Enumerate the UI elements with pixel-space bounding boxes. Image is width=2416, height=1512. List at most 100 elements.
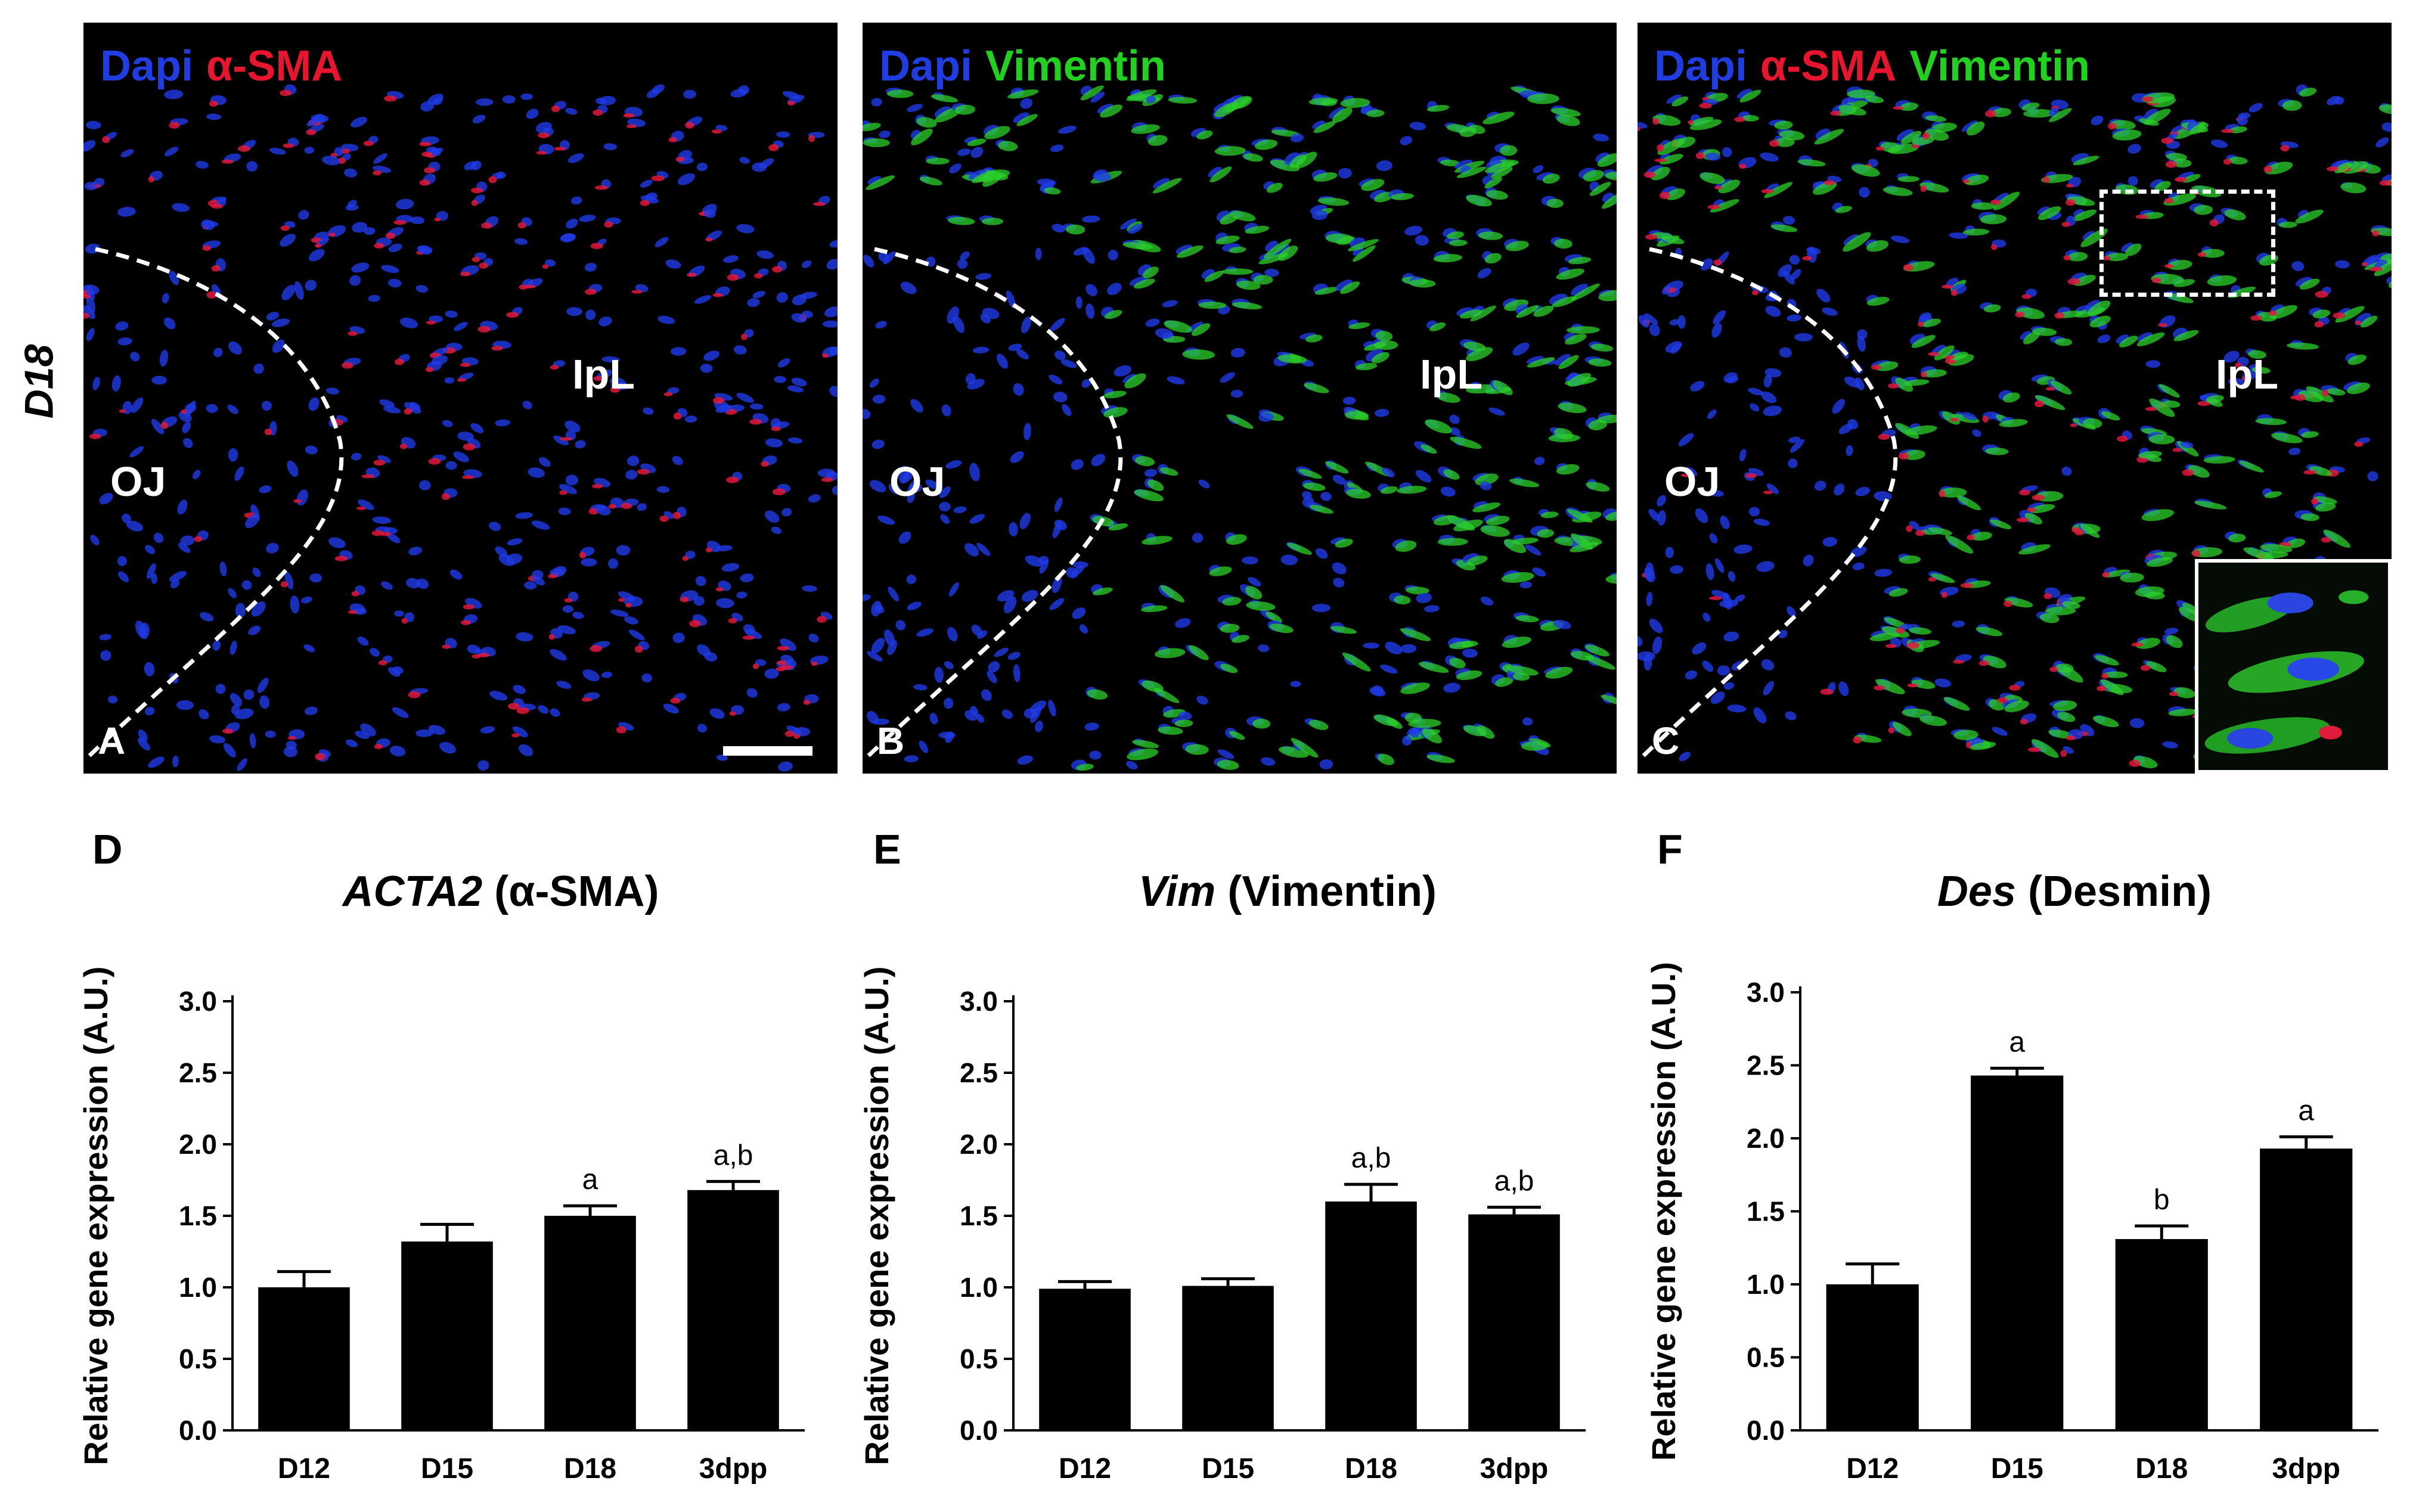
x-tick-label: D12 [1059,1453,1111,1485]
y-tick-label: 3.0 [1747,977,1785,1008]
bar [1325,1201,1417,1430]
y-tick-label: 0.5 [1747,1342,1785,1373]
y-axis-label: Relative gene expression (A.U.) [1645,962,1682,1461]
inset-cells [2204,590,2369,754]
oj-boundary [1642,247,1898,757]
stain-vimentin: Vimentin [1909,42,2090,90]
bar [1971,1075,2064,1430]
bar [687,1190,779,1430]
micrograph-c: Dapi α-SMA Vimentin OJ IpL C [1637,23,2392,774]
chart-label-e: E [873,826,901,873]
stain-dapi: Dapi [879,42,973,90]
stain-dapi: Dapi [1654,42,1748,90]
y-tick-label: 2.0 [960,1129,998,1160]
y-tick-label: 2.5 [1747,1050,1785,1081]
stain-legend: Dapi α-SMA Vimentin [1654,42,2103,91]
bar [1182,1286,1274,1430]
stain-asma: α-SMA [206,42,343,90]
y-tick-label: 2.0 [1747,1123,1785,1154]
y-tick-label: 2.5 [960,1057,998,1088]
chart-title-f: Des (Desmin) [1800,867,2349,916]
bar [2115,1239,2208,1430]
significance-label: a,b [1351,1142,1391,1174]
y-tick-label: 0.0 [1747,1415,1785,1446]
row-label-text: D18 [16,344,61,419]
region-ipl: IpL [2216,351,2278,398]
y-tick-label: 0.0 [179,1415,217,1446]
stain-dapi: Dapi [100,42,194,90]
x-tick-label: 3dpp [2272,1453,2340,1485]
region-oj: OJ [1664,458,1720,505]
panel-label-b: B [877,719,905,762]
y-tick-label: 0.5 [179,1343,217,1374]
chart-label-f: F [1657,826,1683,873]
y-tick-label: 3.0 [179,986,217,1017]
x-tick-label: D12 [278,1453,330,1485]
y-tick-label: 1.0 [960,1272,998,1303]
y-tick-label: 1.0 [1747,1269,1785,1300]
bar [1039,1289,1131,1430]
x-tick-label: D15 [1202,1453,1254,1485]
y-tick-label: 0.5 [960,1343,998,1374]
significance-label: a [2298,1095,2314,1127]
bar-chart-d: Relative gene expression (A.U.) 0.0 0.5 1.0… [77,966,805,1485]
region-ipl: IpL [572,351,635,398]
panel-label-a: A [98,719,126,762]
y-tick-label: 1.0 [179,1272,217,1303]
region-oj: OJ [110,458,166,505]
stain-legend: Dapi α-SMA [100,42,355,91]
y-axis-label: Relative gene expression (A.U.) [77,966,114,1465]
bar-chart-f: Relative gene expression (A.U.) 0.0 0.5 1.0… [1645,962,2378,1485]
panel-label-c: C [1652,719,1680,762]
micrograph-b: Dapi Vimentin OJ IpL B [863,23,1617,774]
significance-label: a [2009,1026,2025,1058]
zoom-inset [2195,559,2392,774]
y-axis-label: Relative gene expression (A.U.) [858,966,895,1465]
bar-chart-e: Relative gene expression (A.U.) 0.0 0.5 1.0… [858,966,1586,1485]
bar [2260,1148,2353,1430]
x-tick-label: D18 [1345,1453,1397,1485]
x-tick-label: D12 [1846,1453,1899,1485]
bar [1468,1214,1560,1430]
protein-name: (Vimentin) [1227,868,1437,915]
region-ipl: IpL [1420,351,1483,398]
x-tick-label: 3dpp [1480,1453,1549,1485]
bar [544,1216,636,1430]
significance-label: a [582,1164,598,1196]
row-label: D18 [6,334,72,429]
y-tick-label: 2.5 [179,1057,217,1088]
y-tick-label: 1.5 [179,1200,217,1231]
x-tick-label: D18 [564,1453,616,1485]
y-tick-label: 2.0 [179,1129,217,1160]
significance-label: b [2154,1184,2170,1216]
region-oj: OJ [889,458,945,505]
y-tick-label: 0.0 [960,1415,998,1446]
chart-title-d: ACTA2 (α-SMA) [227,867,775,916]
bar [401,1241,493,1430]
scale-bar [723,746,812,756]
roi-box [2099,190,2275,297]
micrograph-b-texture [863,85,1617,771]
chart-label-d: D [92,826,123,873]
bar [1826,1284,1919,1430]
micrograph-c-texture [1637,84,2392,771]
stain-vimentin: Vimentin [985,42,1166,90]
protein-name: (α-SMA) [494,868,659,915]
x-tick-label: D15 [1991,1453,2043,1485]
stain-legend: Dapi Vimentin [879,42,1179,91]
oj-boundary [88,247,344,757]
y-tick-label: 3.0 [960,986,998,1017]
protein-name: (Desmin) [2028,868,2212,915]
y-tick-label: 1.5 [960,1200,998,1231]
significance-label: a,b [1494,1166,1534,1197]
chart-title-e: Vim (Vimentin) [1013,867,1562,916]
stain-asma: α-SMA [1760,42,1897,90]
x-tick-label: D15 [421,1453,473,1485]
x-tick-label: 3dpp [699,1453,768,1485]
y-tick-label: 1.5 [1747,1196,1785,1227]
micrograph-a: Dapi α-SMA OJ IpL A [83,23,838,774]
significance-label: a,b [714,1140,753,1171]
oj-boundary [867,247,1123,757]
gene-name: ACTA2 [342,868,483,915]
x-tick-label: D18 [2135,1453,2188,1485]
